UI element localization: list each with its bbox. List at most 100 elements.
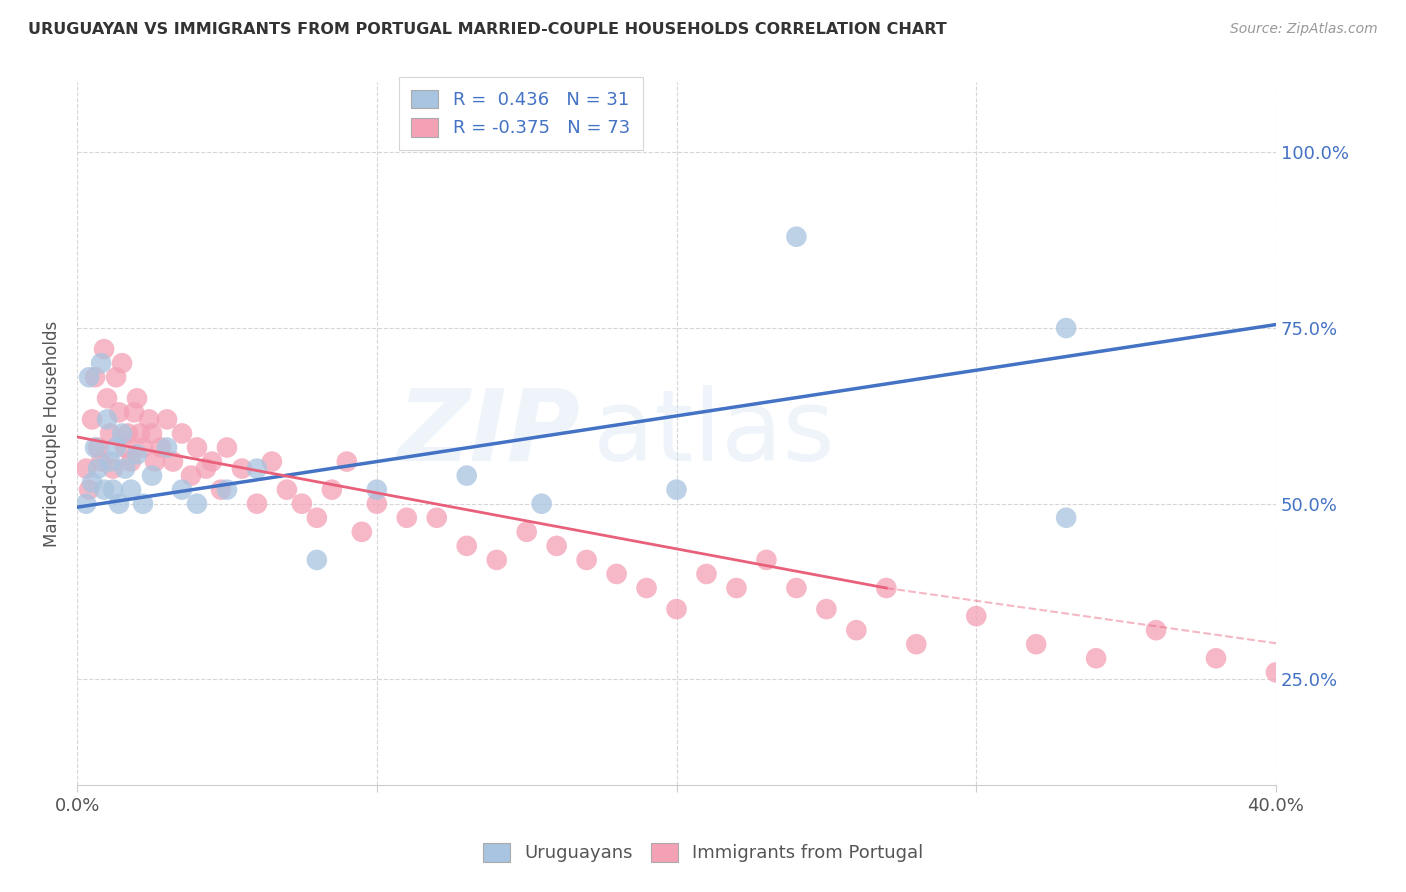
Point — [162, 454, 184, 468]
Point — [125, 392, 148, 406]
Point — [186, 497, 208, 511]
Point — [156, 441, 179, 455]
Text: atlas: atlas — [592, 385, 834, 482]
Point — [77, 483, 100, 497]
Point — [456, 468, 478, 483]
Text: Source: ZipAtlas.com: Source: ZipAtlas.com — [1230, 22, 1378, 37]
Point — [93, 342, 115, 356]
Point — [231, 461, 253, 475]
Point — [90, 454, 112, 468]
Point — [96, 392, 118, 406]
Point — [186, 441, 208, 455]
Point — [108, 497, 131, 511]
Point — [117, 426, 139, 441]
Point — [120, 483, 142, 497]
Point — [1354, 637, 1376, 651]
Point — [366, 497, 388, 511]
Point — [87, 461, 110, 475]
Point — [395, 510, 418, 524]
Point — [77, 370, 100, 384]
Point — [785, 581, 807, 595]
Point — [905, 637, 928, 651]
Text: ZIP: ZIP — [398, 385, 581, 482]
Point — [1054, 510, 1077, 524]
Point — [215, 441, 238, 455]
Point — [114, 441, 136, 455]
Point — [75, 497, 97, 511]
Point — [105, 441, 128, 455]
Point — [120, 454, 142, 468]
Point — [305, 510, 328, 524]
Point — [665, 602, 688, 616]
Point — [180, 468, 202, 483]
Point — [141, 426, 163, 441]
Point — [105, 370, 128, 384]
Point — [93, 483, 115, 497]
Point — [1054, 321, 1077, 335]
Point — [98, 454, 121, 468]
Point — [75, 461, 97, 475]
Point — [80, 412, 103, 426]
Point — [111, 426, 134, 441]
Point — [170, 483, 193, 497]
Point — [1025, 637, 1047, 651]
Point — [456, 539, 478, 553]
Point — [530, 497, 553, 511]
Point — [114, 461, 136, 475]
Point — [485, 553, 508, 567]
Point — [108, 405, 131, 419]
Point — [101, 483, 124, 497]
Point — [260, 454, 283, 468]
Point — [725, 581, 748, 595]
Point — [96, 412, 118, 426]
Point — [132, 441, 155, 455]
Point — [665, 483, 688, 497]
Point — [350, 524, 373, 539]
Point — [150, 441, 173, 455]
Point — [194, 461, 217, 475]
Point — [606, 566, 628, 581]
Point — [815, 602, 838, 616]
Point — [1085, 651, 1108, 665]
Point — [209, 483, 232, 497]
Point — [156, 412, 179, 426]
Point — [1144, 623, 1167, 637]
Point — [170, 426, 193, 441]
Point — [246, 497, 269, 511]
Point — [636, 581, 658, 595]
Point — [101, 461, 124, 475]
Point — [141, 468, 163, 483]
Point — [755, 553, 778, 567]
Legend: R =  0.436   N = 31, R = -0.375   N = 73: R = 0.436 N = 31, R = -0.375 N = 73 — [399, 77, 643, 150]
Point — [201, 454, 224, 468]
Text: URUGUAYAN VS IMMIGRANTS FROM PORTUGAL MARRIED-COUPLE HOUSEHOLDS CORRELATION CHAR: URUGUAYAN VS IMMIGRANTS FROM PORTUGAL MA… — [28, 22, 946, 37]
Point — [965, 609, 987, 624]
Point — [125, 448, 148, 462]
Point — [84, 441, 107, 455]
Point — [516, 524, 538, 539]
Point — [143, 454, 166, 468]
Point — [546, 539, 568, 553]
Point — [291, 497, 314, 511]
Y-axis label: Married-couple Households: Married-couple Households — [44, 320, 60, 547]
Point — [305, 553, 328, 567]
Point — [1205, 651, 1227, 665]
Point — [321, 483, 343, 497]
Point — [90, 356, 112, 370]
Point — [129, 426, 152, 441]
Point — [111, 356, 134, 370]
Point — [575, 553, 598, 567]
Point — [785, 229, 807, 244]
Point — [695, 566, 717, 581]
Point — [80, 475, 103, 490]
Point — [87, 441, 110, 455]
Point — [426, 510, 449, 524]
Point — [366, 483, 388, 497]
Point — [98, 426, 121, 441]
Point — [875, 581, 897, 595]
Point — [138, 412, 160, 426]
Point — [132, 497, 155, 511]
Point — [276, 483, 298, 497]
Point — [84, 370, 107, 384]
Point — [1265, 665, 1288, 680]
